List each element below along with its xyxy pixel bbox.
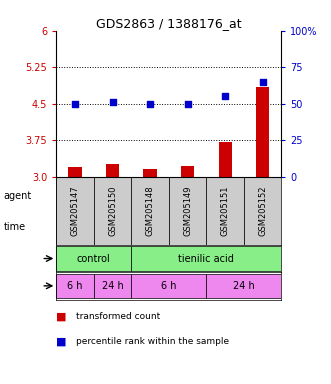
Text: control: control bbox=[77, 253, 111, 263]
Bar bbox=[69, 167, 81, 177]
FancyBboxPatch shape bbox=[131, 273, 206, 298]
FancyBboxPatch shape bbox=[56, 246, 131, 271]
Text: 6 h: 6 h bbox=[67, 281, 83, 291]
Text: 24 h: 24 h bbox=[102, 281, 123, 291]
Text: ■: ■ bbox=[56, 312, 67, 322]
Text: GSM205151: GSM205151 bbox=[220, 185, 230, 236]
FancyBboxPatch shape bbox=[56, 273, 94, 298]
Bar bbox=[218, 142, 232, 177]
Point bbox=[110, 99, 115, 105]
Text: GSM205147: GSM205147 bbox=[71, 185, 79, 236]
Text: GSM205149: GSM205149 bbox=[183, 185, 192, 236]
Text: GSM205152: GSM205152 bbox=[258, 185, 267, 236]
Point bbox=[260, 79, 265, 85]
FancyBboxPatch shape bbox=[206, 273, 281, 298]
Text: 6 h: 6 h bbox=[161, 281, 176, 291]
FancyBboxPatch shape bbox=[244, 177, 281, 245]
Text: 24 h: 24 h bbox=[233, 281, 255, 291]
FancyBboxPatch shape bbox=[94, 273, 131, 298]
Bar bbox=[143, 169, 157, 177]
Title: GDS2863 / 1388176_at: GDS2863 / 1388176_at bbox=[96, 17, 242, 30]
Bar bbox=[106, 164, 119, 177]
FancyBboxPatch shape bbox=[94, 177, 131, 245]
Point bbox=[72, 101, 78, 107]
Text: agent: agent bbox=[3, 191, 31, 201]
Text: GSM205150: GSM205150 bbox=[108, 185, 117, 236]
FancyBboxPatch shape bbox=[206, 177, 244, 245]
Text: transformed count: transformed count bbox=[76, 312, 161, 321]
FancyBboxPatch shape bbox=[169, 177, 206, 245]
FancyBboxPatch shape bbox=[56, 177, 94, 245]
Bar bbox=[256, 87, 269, 177]
Text: GSM205148: GSM205148 bbox=[146, 185, 155, 236]
Point bbox=[185, 101, 190, 107]
Text: percentile rank within the sample: percentile rank within the sample bbox=[76, 337, 229, 346]
Point bbox=[222, 93, 228, 99]
FancyBboxPatch shape bbox=[131, 246, 281, 271]
Bar bbox=[181, 166, 194, 177]
Point bbox=[147, 101, 153, 107]
Text: time: time bbox=[3, 222, 25, 232]
FancyBboxPatch shape bbox=[131, 177, 169, 245]
Text: ■: ■ bbox=[56, 337, 67, 347]
Text: tienilic acid: tienilic acid bbox=[178, 253, 234, 263]
